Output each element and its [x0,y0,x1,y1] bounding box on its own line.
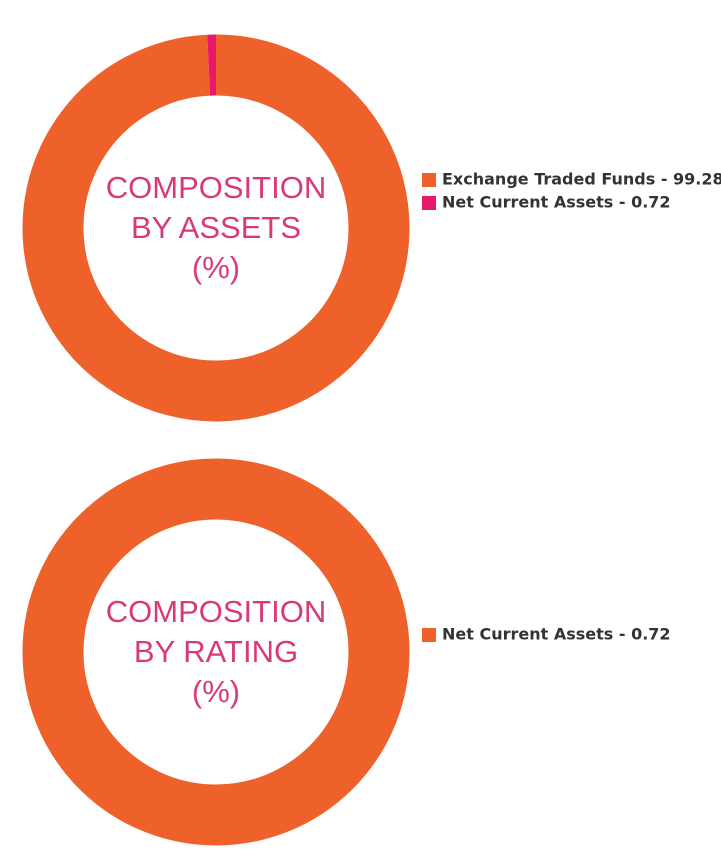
legend-swatch [422,628,436,642]
donut-slice [22,458,410,846]
legend-label: Net Current Assets - 0.72 [442,625,671,644]
legend-label: Exchange Traded Funds - 99.28 [442,170,721,189]
legend-swatch [422,196,436,210]
chart-title: (%) [192,674,240,709]
chart-title: BY ASSETS [131,210,301,245]
chart-title: (%) [192,250,240,285]
chart-title: COMPOSITION [106,170,326,205]
donut-slice [22,34,410,422]
legend-label: Net Current Assets - 0.72 [442,193,671,212]
chart-title: BY RATING [134,634,298,669]
legend-swatch [422,173,436,187]
chart-title: COMPOSITION [106,594,326,629]
